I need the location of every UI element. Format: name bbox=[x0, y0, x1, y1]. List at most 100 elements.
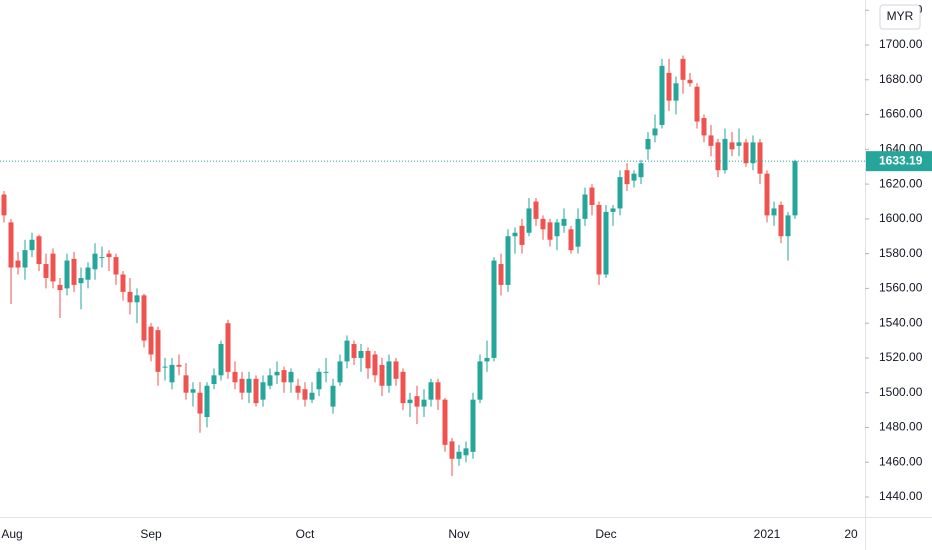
candle-body bbox=[477, 361, 483, 400]
candle-body bbox=[764, 173, 770, 216]
candle-body bbox=[463, 448, 469, 456]
candle-body bbox=[204, 385, 210, 418]
candle-body bbox=[365, 350, 371, 369]
candle-body bbox=[386, 361, 392, 386]
x-tick-label: Dec bbox=[595, 527, 616, 541]
y-tick-label: 1500.00 bbox=[879, 385, 923, 399]
candle-body bbox=[169, 364, 175, 383]
candle-body bbox=[141, 295, 147, 341]
candle-body bbox=[8, 222, 14, 268]
candle-body bbox=[554, 222, 560, 237]
candle-body bbox=[547, 222, 553, 240]
candle-body bbox=[680, 58, 686, 80]
candle-body bbox=[673, 83, 679, 101]
candle-body bbox=[484, 357, 490, 362]
candle-body bbox=[344, 340, 350, 362]
candle-body bbox=[568, 229, 574, 251]
x-tick-label: Sep bbox=[140, 527, 162, 541]
candle-body bbox=[407, 399, 413, 404]
candle-body bbox=[330, 385, 336, 407]
candle-body bbox=[148, 326, 154, 355]
y-tick-label: 1600.00 bbox=[879, 211, 923, 225]
candle-body bbox=[617, 177, 623, 209]
x-tick-label: Nov bbox=[448, 527, 469, 541]
y-tick-label: 1520.00 bbox=[879, 350, 923, 364]
candle-body bbox=[43, 264, 49, 278]
candle-body bbox=[582, 194, 588, 219]
candle-body bbox=[232, 371, 238, 383]
y-tick-label: 1560.00 bbox=[879, 281, 923, 295]
candle-body bbox=[729, 142, 735, 150]
y-tick-label: 1660.00 bbox=[879, 107, 923, 121]
candle-body bbox=[281, 370, 287, 383]
candle-body bbox=[379, 364, 385, 386]
candle-body bbox=[64, 260, 70, 289]
candle-body bbox=[491, 260, 497, 358]
candle-body bbox=[190, 389, 196, 393]
candle-body bbox=[351, 344, 357, 358]
candle-body bbox=[428, 382, 434, 400]
candle-body bbox=[323, 371, 329, 373]
currency-label: MYR bbox=[887, 9, 914, 23]
candle-body bbox=[134, 295, 140, 303]
candle-body bbox=[519, 225, 525, 245]
candle-body bbox=[456, 451, 462, 459]
candle-body bbox=[211, 375, 217, 385]
y-tick-label: 1680.00 bbox=[879, 72, 923, 86]
candle-body bbox=[498, 264, 504, 285]
currency-button bbox=[879, 4, 921, 30]
candle-body bbox=[722, 138, 728, 171]
candle-body bbox=[22, 250, 28, 268]
candle-body bbox=[162, 366, 168, 368]
candle-body bbox=[652, 128, 658, 136]
candle-body bbox=[624, 170, 630, 185]
y-tick-label: 1580.00 bbox=[879, 246, 923, 260]
candle-body bbox=[337, 361, 343, 383]
y-tick-label: 1480.00 bbox=[879, 420, 923, 434]
candle-body bbox=[246, 378, 252, 393]
candle-body bbox=[575, 218, 581, 247]
x-tick-label: Oct bbox=[296, 527, 315, 541]
candle-body bbox=[50, 253, 56, 282]
y-tick-label: 1620.00 bbox=[879, 176, 923, 190]
price-label-bg bbox=[866, 151, 932, 172]
candle-body bbox=[778, 204, 784, 237]
candle-body bbox=[596, 204, 602, 275]
candle-body bbox=[736, 142, 742, 146]
candle-body bbox=[540, 218, 546, 230]
candle-body bbox=[442, 399, 448, 445]
candle-body bbox=[358, 350, 364, 358]
x-tick-label: Aug bbox=[1, 527, 22, 541]
candle-body bbox=[659, 65, 665, 125]
candle-body bbox=[253, 378, 259, 404]
candle-body bbox=[176, 364, 182, 367]
candle-body bbox=[638, 163, 644, 178]
candle-body bbox=[687, 79, 693, 84]
candle-body bbox=[785, 215, 791, 237]
candle-body bbox=[316, 371, 322, 390]
candle-body bbox=[743, 142, 749, 164]
candle-body bbox=[1, 194, 7, 216]
y-tick-label: 1460.00 bbox=[879, 454, 923, 468]
candle-body bbox=[295, 385, 301, 393]
candle-body bbox=[757, 142, 763, 174]
candle-body bbox=[400, 371, 406, 404]
candle-body bbox=[29, 239, 35, 251]
candle-body bbox=[792, 161, 798, 216]
candle-body bbox=[414, 396, 420, 407]
candle-body bbox=[694, 86, 700, 122]
candle-body bbox=[78, 277, 84, 284]
candle-body bbox=[603, 211, 609, 275]
candle-body bbox=[715, 142, 721, 171]
candle-body bbox=[421, 399, 427, 407]
candle-body bbox=[701, 118, 707, 136]
candle-body bbox=[666, 72, 672, 101]
candle-body bbox=[505, 236, 511, 285]
candle-body bbox=[533, 201, 539, 219]
price-label: 1633.19 bbox=[879, 153, 923, 167]
candle-body bbox=[260, 382, 266, 400]
candle-body bbox=[435, 382, 441, 400]
candle-body bbox=[526, 208, 532, 233]
